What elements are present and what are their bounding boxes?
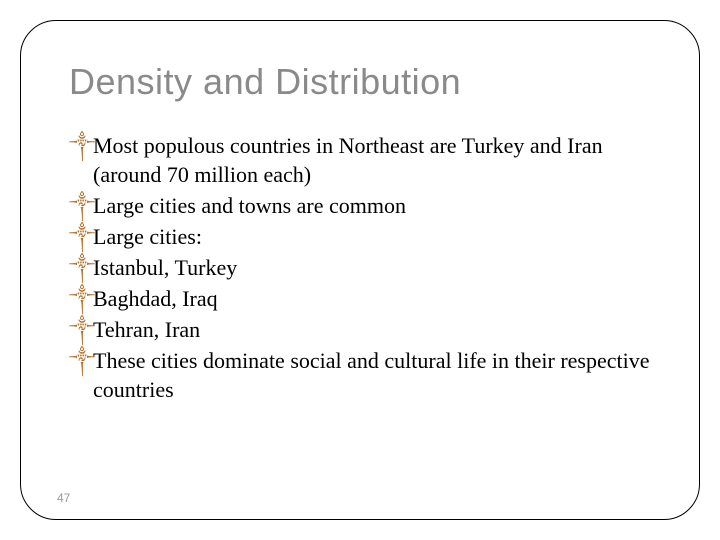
- page-number: 47: [57, 491, 70, 505]
- bullet-icon: ༒: [69, 255, 95, 281]
- bullet-icon: ༒: [69, 286, 95, 312]
- list-item: ༒ These cities dominate social and cultu…: [69, 346, 651, 404]
- list-item: ༒ Large cities and towns are common: [69, 191, 651, 220]
- bullet-icon: ༒: [69, 224, 95, 250]
- list-item: ༒ Istanbul, Turkey: [69, 253, 651, 282]
- bullet-list: ༒ Most populous countries in Northeast a…: [69, 131, 651, 404]
- list-item: ༒ Baghdad, Iraq: [69, 284, 651, 313]
- slide: Density and Distribution ༒ Most populous…: [0, 0, 720, 540]
- bullet-text: Large cities:: [93, 224, 202, 249]
- bullet-text: Istanbul, Turkey: [93, 255, 237, 280]
- bullet-icon: ༒: [69, 133, 95, 159]
- slide-title: Density and Distribution: [69, 61, 651, 103]
- bullet-icon: ༒: [69, 348, 95, 374]
- bullet-text: Large cities and towns are common: [93, 193, 406, 218]
- bullet-icon: ༒: [69, 317, 95, 343]
- list-item: ༒ Most populous countries in Northeast a…: [69, 131, 651, 189]
- list-item: ༒ Large cities:: [69, 222, 651, 251]
- bullet-text: Most populous countries in Northeast are…: [93, 133, 603, 187]
- bullet-icon: ༒: [69, 193, 95, 219]
- slide-frame: Density and Distribution ༒ Most populous…: [20, 20, 700, 520]
- bullet-text: Baghdad, Iraq: [93, 286, 218, 311]
- bullet-text: Tehran, Iran: [93, 317, 200, 342]
- bullet-text: These cities dominate social and cultura…: [93, 348, 650, 402]
- list-item: ༒ Tehran, Iran: [69, 315, 651, 344]
